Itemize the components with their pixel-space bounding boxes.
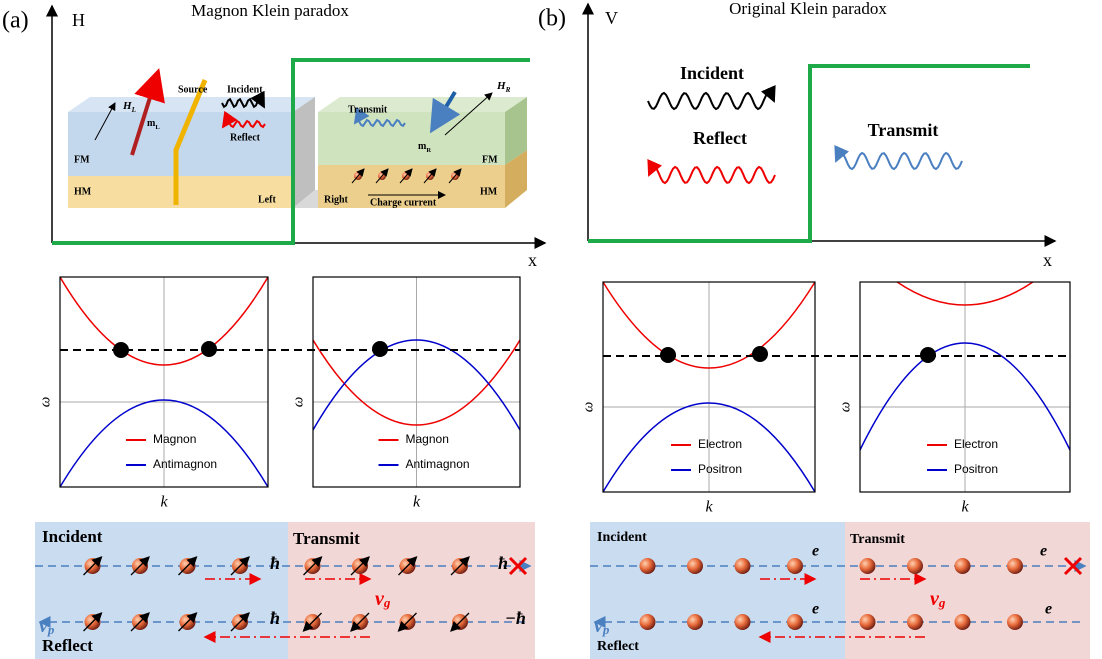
particle <box>687 558 703 574</box>
device-label: HR <box>496 80 511 94</box>
label-sub: L <box>155 124 160 131</box>
device-label: Left <box>258 194 276 205</box>
panel-title: Magnon Klein paradox <box>191 1 349 20</box>
device-label: FM <box>74 154 90 165</box>
quantum-label: e <box>1045 601 1052 618</box>
state-dot <box>752 346 768 362</box>
label-main: H <box>122 100 132 112</box>
particle <box>955 614 971 630</box>
region-label: Transmit <box>293 529 360 548</box>
particle <box>640 614 656 630</box>
legend-label: Magnon <box>153 432 196 446</box>
wave-label: Transmit <box>868 120 939 140</box>
particle <box>687 614 703 630</box>
particle <box>787 558 803 574</box>
figure: (a)HMagnon Klein paradoxxHLmLSourceIncid… <box>0 0 1102 659</box>
region-label: Incident <box>597 530 647 545</box>
axis-label: k <box>961 499 969 516</box>
potential-step <box>588 66 1030 241</box>
particle <box>860 614 876 630</box>
label-sub: R <box>426 147 431 154</box>
label-sub: g <box>938 595 946 610</box>
quantum-label: e <box>812 601 819 618</box>
legend-label: Positron <box>954 462 998 476</box>
particle <box>907 614 923 630</box>
quantum-label: −ħ <box>505 608 526 628</box>
region-label: Transmit <box>850 532 905 547</box>
axis-label: x <box>528 250 537 270</box>
legend-label: Magnon <box>406 432 449 446</box>
band-plot <box>603 282 815 492</box>
wave-label: Reflect <box>693 128 747 148</box>
quantum-label: ħ <box>270 553 280 573</box>
band-plot <box>313 277 520 487</box>
particle <box>955 558 971 574</box>
quantum-label: ħ <box>498 553 508 573</box>
particle <box>787 614 803 630</box>
axis-label: k <box>705 499 713 516</box>
particle <box>735 614 751 630</box>
legend-label: Electron <box>698 437 742 451</box>
legend-label: Antimagnon <box>153 457 217 471</box>
band-plot <box>60 277 268 487</box>
quantum-label: ħ <box>270 608 280 628</box>
particle <box>1007 614 1023 630</box>
quantum-label: e <box>1040 543 1047 560</box>
reflect-wave <box>649 167 775 183</box>
band-plot <box>860 250 1070 492</box>
panel-title: Original Klein paradox <box>729 0 887 18</box>
region-label: Reflect <box>42 636 93 655</box>
fm-right <box>318 112 505 165</box>
label-main: H <box>496 80 506 92</box>
label-sub: R <box>505 86 511 94</box>
incident-wave <box>648 93 774 109</box>
device-label: Source <box>178 84 208 95</box>
label-sub: L <box>131 106 137 114</box>
region-label: Reflect <box>597 639 639 654</box>
quantum-label: e <box>812 543 819 560</box>
axis-label: ω <box>37 397 53 408</box>
transmit-wave <box>836 153 962 169</box>
label-sub: p <box>47 622 55 637</box>
device-label: HM <box>74 186 92 197</box>
device-label: HM <box>480 186 498 197</box>
legend-label: Electron <box>954 437 998 451</box>
particle <box>640 558 656 574</box>
panel-label: (a) <box>2 8 29 34</box>
region-label: Incident <box>42 527 103 546</box>
legend-label: Antimagnon <box>406 457 470 471</box>
axis-label: V <box>605 8 618 28</box>
legend-label: Positron <box>698 462 742 476</box>
particle <box>860 558 876 574</box>
axis-label: k <box>413 494 421 511</box>
axis-label: ω <box>837 402 853 413</box>
label-sub: p <box>602 622 610 637</box>
device-label: FM <box>482 154 498 165</box>
axis-label: ω <box>580 402 596 413</box>
particle <box>1007 558 1023 574</box>
device-label: Transmit <box>348 104 388 115</box>
device-label: Right <box>324 194 349 205</box>
device-label: Reflect <box>230 132 261 143</box>
axis-label: ω <box>290 397 306 408</box>
side-face <box>293 97 315 208</box>
particle <box>735 558 751 574</box>
device-label: Charge current <box>370 197 437 208</box>
panel-label: (b) <box>538 6 566 32</box>
label-sub: g <box>383 595 391 610</box>
axis-label: k <box>160 494 168 511</box>
wave-label: Incident <box>680 63 744 83</box>
axis-label: x <box>1043 250 1052 270</box>
particle <box>907 558 923 574</box>
axis-label: H <box>72 10 85 30</box>
device-label: Incident <box>227 84 263 95</box>
